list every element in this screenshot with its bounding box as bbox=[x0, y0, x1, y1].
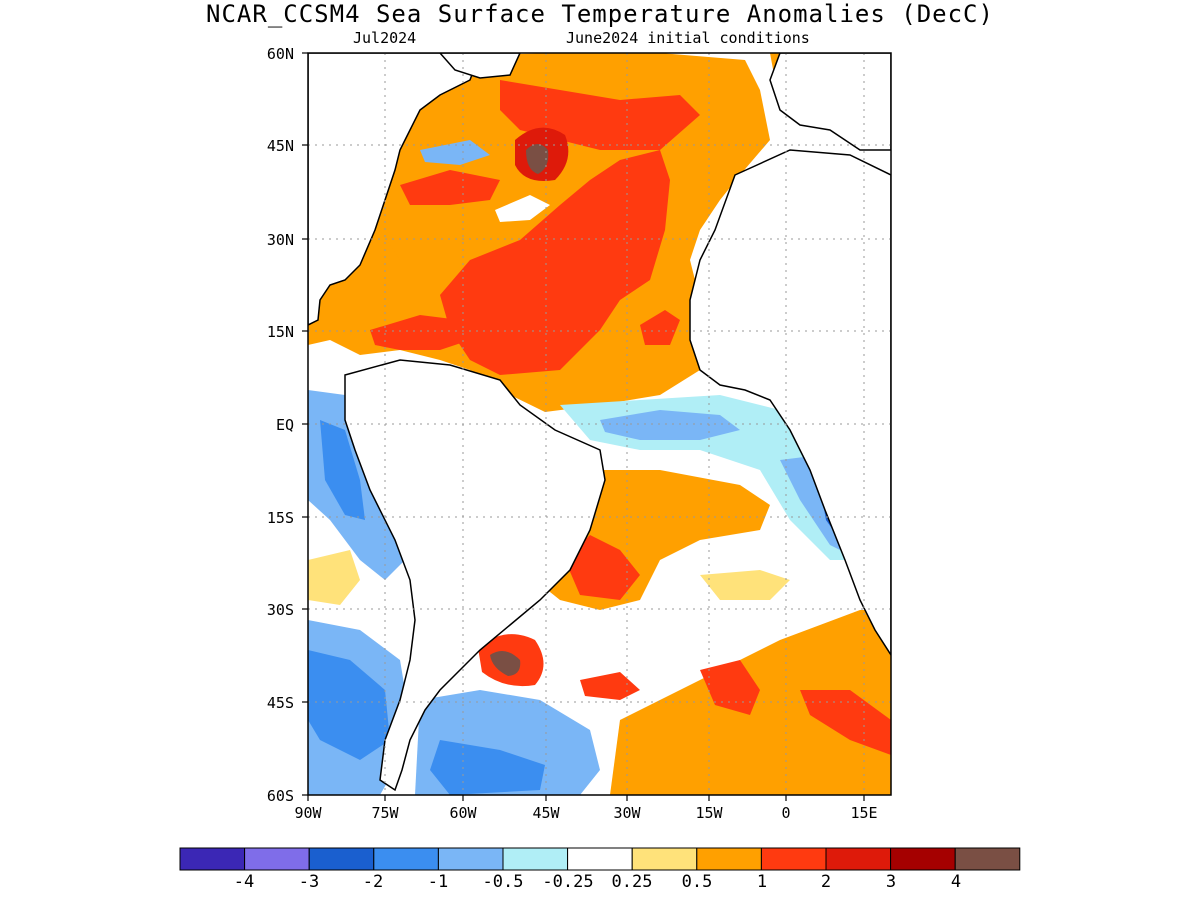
lat-label-15n: 15N bbox=[266, 323, 294, 341]
peru-coast-cold bbox=[320, 420, 365, 520]
us-east-coast-hot-patch bbox=[400, 170, 500, 205]
us-coast-cool-patch bbox=[420, 140, 490, 165]
lon-label-60w: 60W bbox=[449, 804, 477, 822]
colorbar-swatch bbox=[373, 847, 439, 871]
colorbar bbox=[179, 847, 1021, 871]
colorbar-label: 1 bbox=[756, 872, 768, 892]
colorbar-label: -3 bbox=[298, 872, 320, 892]
equatorial-cool-core bbox=[600, 410, 740, 440]
lat-label-eq: EQ bbox=[275, 416, 294, 434]
lon-label-75w: 75W bbox=[371, 804, 399, 822]
lon-label-0: 0 bbox=[781, 804, 791, 822]
colorbar-swatch bbox=[760, 847, 827, 871]
lat-label-60n: 60N bbox=[266, 45, 294, 63]
southwest-atlantic-warm bbox=[700, 570, 790, 600]
mid-atlantic-pale-patch bbox=[495, 195, 550, 222]
colorbar-swatch bbox=[567, 847, 633, 871]
axis-ticks bbox=[302, 52, 865, 801]
sst-anomaly-field bbox=[308, 53, 891, 795]
lat-label-30n: 30N bbox=[266, 231, 294, 249]
map-gridlines bbox=[308, 53, 891, 795]
colorbar-label: -0.5 bbox=[482, 872, 524, 892]
forecast-month-label: Jul2024 bbox=[353, 29, 417, 47]
greenland-iceland-land bbox=[438, 53, 521, 79]
south-pacific-cold bbox=[308, 650, 390, 760]
north-atlantic-hot-core bbox=[440, 150, 670, 375]
lat-label-15s: 15S bbox=[266, 509, 294, 527]
caribbean-hot-band bbox=[370, 315, 470, 350]
colorbar-label: -4 bbox=[233, 872, 255, 892]
map-title: NCAR_CCSM4 Sea Surface Temperature Anoma… bbox=[206, 0, 994, 28]
lat-label-45s: 45S bbox=[266, 694, 294, 712]
lat-label-60s: 60S bbox=[266, 787, 294, 805]
colorbar-swatch bbox=[179, 847, 246, 871]
east-atlantic-hot-blob bbox=[640, 310, 680, 345]
colorbar-swatch bbox=[890, 847, 956, 871]
colorbar-swatch bbox=[502, 847, 569, 871]
rio-de-la-plata-peak bbox=[490, 651, 521, 676]
colorbar-label: 4 bbox=[950, 872, 962, 892]
lat-label-45n: 45N bbox=[266, 137, 294, 155]
newfoundland-peak bbox=[526, 144, 549, 174]
colorbar-swatch bbox=[437, 847, 504, 871]
southeast-atlantic-hot-2 bbox=[800, 690, 891, 755]
mid-south-hot-patch bbox=[580, 672, 640, 700]
colorbar-label: -1 bbox=[427, 872, 449, 892]
colorbar-swatch bbox=[954, 847, 1021, 871]
colorbar-label: 2 bbox=[820, 872, 832, 892]
south-america-land bbox=[344, 359, 606, 792]
lon-label-15e: 15E bbox=[850, 804, 878, 822]
colorbar-label: 3 bbox=[885, 872, 897, 892]
europe-land bbox=[769, 53, 891, 151]
southeast-atlantic-hot-1 bbox=[700, 660, 760, 715]
colorbar-swatch bbox=[825, 847, 892, 871]
southwest-cold-core bbox=[430, 740, 545, 795]
lon-label-45w: 45W bbox=[532, 804, 560, 822]
lon-label-15w: 15W bbox=[695, 804, 723, 822]
colorbar-swatch bbox=[308, 847, 375, 871]
south-atlantic-hot-core bbox=[565, 535, 640, 600]
colorbar-label: 0.5 bbox=[681, 872, 713, 892]
colorbar-swatch bbox=[244, 847, 310, 871]
lat-label-30s: 30S bbox=[266, 601, 294, 619]
colorbar-label: -2 bbox=[362, 872, 384, 892]
lon-label-90w: 90W bbox=[294, 804, 322, 822]
colorbar-label: 0.25 bbox=[611, 872, 653, 892]
colorbar-swatch bbox=[696, 847, 762, 871]
east-pacific-warm-patch bbox=[308, 550, 360, 605]
africa-land bbox=[689, 149, 891, 657]
lon-label-30w: 30W bbox=[613, 804, 641, 822]
initial-conditions-label: June2024 initial conditions bbox=[566, 29, 810, 47]
colorbar-label: -0.25 bbox=[542, 872, 594, 892]
colorbar-swatch bbox=[631, 847, 698, 871]
